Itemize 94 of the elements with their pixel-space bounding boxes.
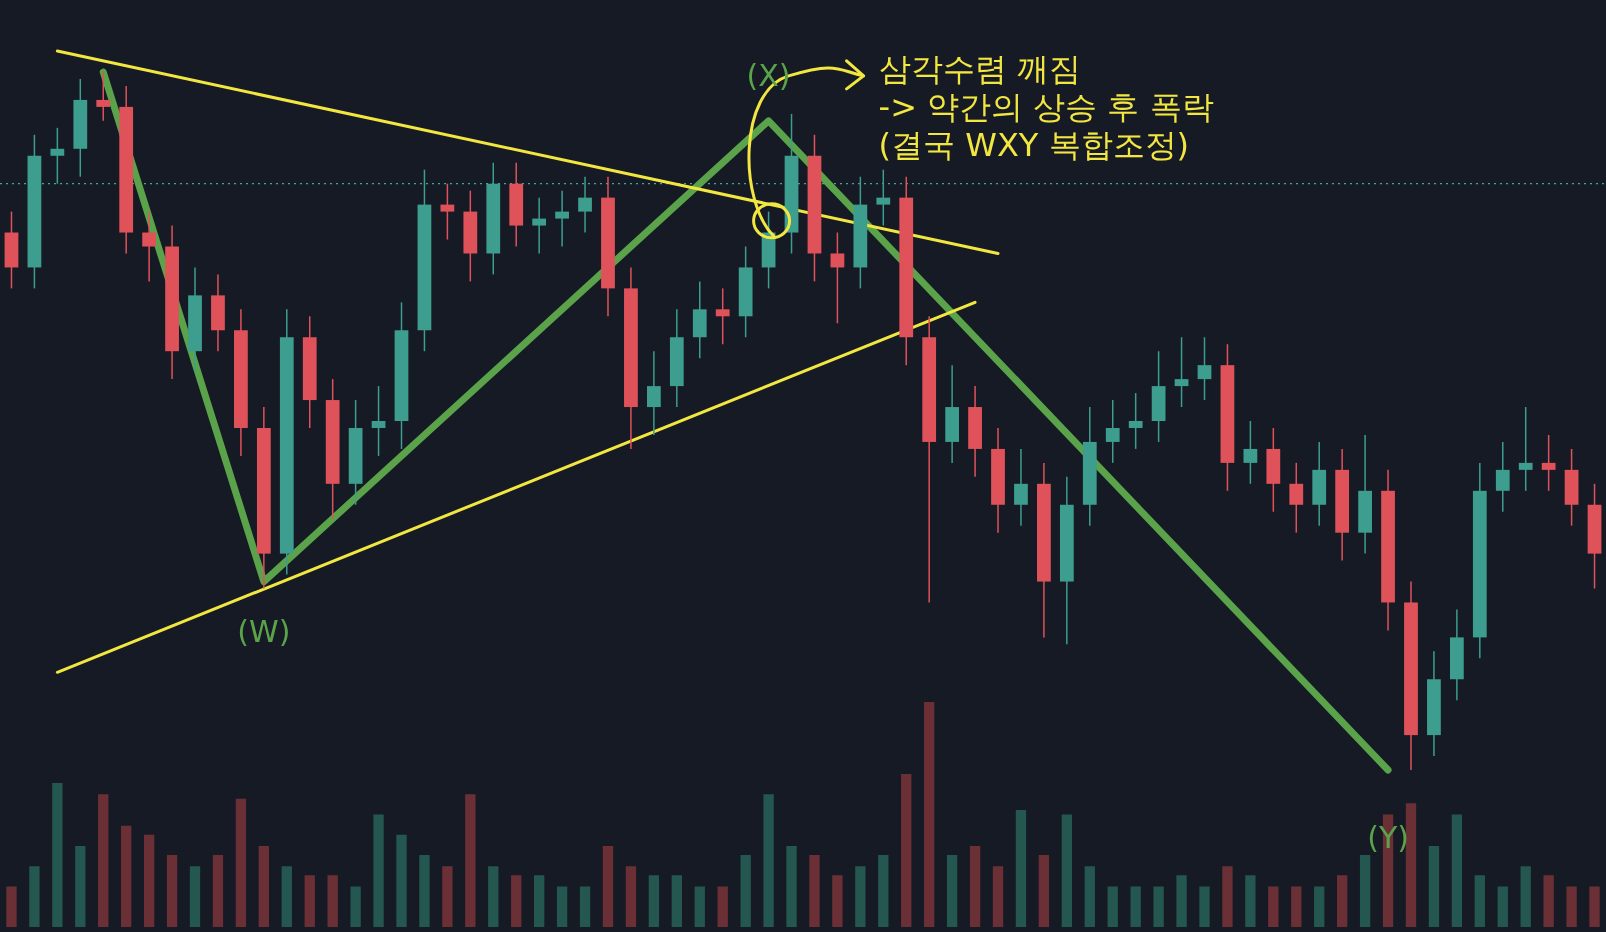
bar [602,846,614,927]
bar [98,794,109,927]
candlestick [96,71,111,122]
candlestick [1174,336,1189,408]
bar [1107,886,1118,927]
candlestick [1105,399,1120,464]
bar [855,866,866,927]
annotation: (W) [237,613,291,649]
bar [694,886,705,927]
bar [189,866,201,927]
bar [75,846,86,927]
bar [442,866,453,927]
bar [924,702,935,927]
bar [1015,810,1027,927]
bar [327,875,338,927]
bar [763,794,774,927]
bar [281,866,292,927]
bar [1199,886,1210,927]
candlestick [1014,448,1028,527]
bar [946,855,958,927]
bar [1291,886,1302,927]
bar [878,855,889,927]
bar [1153,886,1164,927]
bar [1038,855,1050,927]
bar [1359,855,1371,927]
bar [1451,814,1463,927]
candlestick [532,196,547,255]
bar [166,855,178,927]
bar [809,855,820,927]
annotation: (X) [746,57,791,93]
bar [304,875,315,927]
candlestick [876,168,891,227]
candlestick [555,189,569,248]
bar [52,783,63,927]
bar [1405,803,1417,927]
annotation: 삼각수렴 깨짐 -> 약간의 상승 후 폭락 (결국 WXY 복합조정) [878,50,1214,164]
bar [1336,875,1348,927]
bar [1176,875,1187,927]
bar [992,866,1004,927]
candlestick [1495,441,1510,513]
bar [235,798,247,927]
candlestick [142,210,157,283]
bar [1428,846,1440,927]
bar [671,875,682,927]
bar [625,866,637,927]
candlestick [1243,420,1258,485]
bar [717,886,728,927]
bar [740,855,751,927]
bar [1130,886,1141,927]
bar [1543,875,1554,927]
bar [212,855,224,927]
bar [121,825,132,927]
candlestick [715,287,730,345]
bar [1474,875,1485,927]
bar [373,814,384,927]
candlestick [371,385,386,457]
bar [969,846,981,927]
bar [1497,886,1508,927]
bar [1222,866,1233,927]
bar [419,855,430,927]
bar [143,834,155,927]
bar [1589,886,1600,927]
bar [465,794,476,927]
candlestick [1518,406,1533,492]
candlestick [1197,336,1212,401]
bar [6,886,17,927]
candlestick [1128,392,1143,450]
candlestick [646,350,661,436]
bar [832,875,843,927]
bar [511,875,522,927]
bar [1084,866,1095,927]
bar [1245,875,1256,927]
candlestick [578,175,592,234]
bar [396,834,407,927]
bar [1566,886,1577,927]
bar [350,886,361,927]
candlestick [1289,462,1304,534]
bar [258,846,270,927]
bar [1268,886,1279,927]
bar [901,774,912,927]
candlestick [50,127,65,185]
candlestick [440,182,455,241]
bar [786,846,797,927]
bar [1520,866,1531,927]
bar [579,886,591,927]
bar [534,875,545,927]
candlestick [830,231,845,325]
bar [556,886,568,927]
bar [488,866,499,927]
bar [1061,814,1072,927]
bar [648,875,660,927]
bar [1314,886,1325,927]
bar [29,866,40,927]
candlestick [1541,434,1556,492]
